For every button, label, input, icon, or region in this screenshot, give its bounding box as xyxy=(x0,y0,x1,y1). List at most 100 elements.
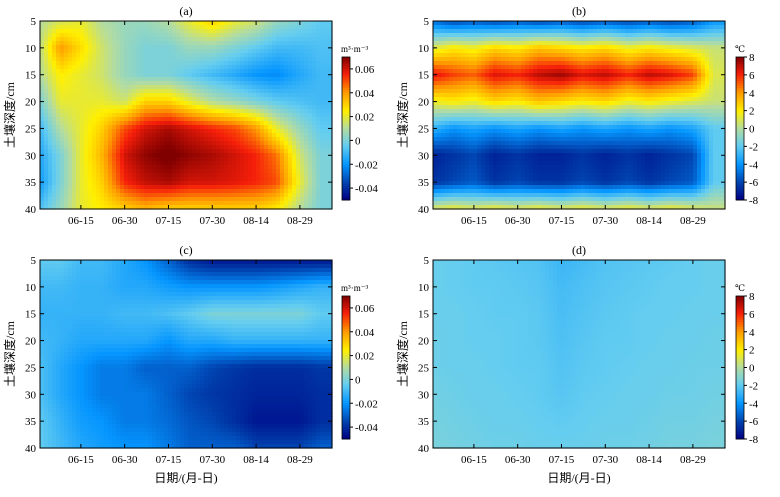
heatmap-cell xyxy=(236,25,241,30)
heatmap-cell xyxy=(180,113,185,118)
heatmap-cell xyxy=(517,33,522,38)
heatmap-cell xyxy=(192,181,197,186)
heatmap-cell xyxy=(264,181,269,186)
heatmap-cell xyxy=(453,21,458,26)
heatmap-cell xyxy=(216,153,221,158)
heatmap-cell xyxy=(84,41,89,46)
heatmap-cell xyxy=(689,69,694,74)
heatmap-cell xyxy=(509,53,514,58)
heatmap-cell xyxy=(104,201,109,206)
heatmap-cell xyxy=(52,157,57,162)
heatmap-cell xyxy=(156,81,161,86)
heatmap-cell xyxy=(228,165,233,170)
heatmap-cell xyxy=(304,81,309,86)
heatmap-cell xyxy=(156,133,161,138)
heatmap-cell xyxy=(320,185,325,190)
heatmap-cell xyxy=(132,97,137,102)
heatmap-cell xyxy=(244,181,249,186)
heatmap-cell xyxy=(569,25,574,30)
heatmap-cell xyxy=(164,49,169,54)
heatmap-cell xyxy=(212,129,217,134)
heatmap-cell xyxy=(320,181,325,186)
heatmap-cell xyxy=(633,97,638,102)
heatmap-cell xyxy=(132,201,137,206)
heatmap-cell xyxy=(537,97,542,102)
heatmap-cell xyxy=(677,25,682,30)
heatmap-cell xyxy=(256,133,261,138)
heatmap-cell xyxy=(144,181,149,186)
heatmap-cell xyxy=(541,73,546,78)
heatmap-cell xyxy=(661,81,666,86)
heatmap-cell xyxy=(517,45,522,50)
heatmap-cell xyxy=(248,117,253,122)
heatmap-cell xyxy=(641,93,646,98)
heatmap-cell xyxy=(76,201,81,206)
heatmap-cell xyxy=(276,185,281,190)
heatmap-cell xyxy=(453,61,458,66)
heatmap-cell xyxy=(108,89,113,94)
heatmap-cell xyxy=(437,21,442,26)
heatmap-cell xyxy=(304,197,309,202)
heatmap-cell xyxy=(637,97,642,102)
heatmap-cell xyxy=(100,61,105,66)
heatmap-cell xyxy=(180,189,185,194)
heatmap-cell xyxy=(104,85,109,90)
heatmap-cell xyxy=(116,49,121,54)
heatmap-cell xyxy=(513,21,518,26)
heatmap-cell xyxy=(224,137,229,142)
heatmap-cell xyxy=(232,81,237,86)
heatmap-cell xyxy=(160,189,165,194)
heatmap-cell xyxy=(637,69,642,74)
heatmap-cell xyxy=(140,49,145,54)
heatmap-cell xyxy=(284,121,289,126)
heatmap-cell xyxy=(40,73,45,78)
heatmap-cell xyxy=(525,41,530,46)
heatmap-cell xyxy=(252,177,257,182)
heatmap-cell xyxy=(597,65,602,70)
heatmap-cell xyxy=(248,153,253,158)
heatmap-cell xyxy=(605,69,610,74)
heatmap-cell xyxy=(308,97,313,102)
heatmap-cell xyxy=(240,45,245,50)
heatmap-cell xyxy=(152,29,157,34)
heatmap-cell xyxy=(232,105,237,110)
heatmap-cell xyxy=(88,45,93,50)
heatmap-cell xyxy=(324,49,329,54)
heatmap-cell xyxy=(184,113,189,118)
heatmap-cell xyxy=(601,97,606,102)
heatmap-cell xyxy=(80,89,85,94)
heatmap-cell xyxy=(220,165,225,170)
heatmap-cell xyxy=(316,81,321,86)
heatmap-cell xyxy=(248,21,253,26)
heatmap-cell xyxy=(92,29,97,34)
heatmap-cell xyxy=(176,37,181,42)
heatmap-cell xyxy=(549,85,554,90)
heatmap-cell xyxy=(224,57,229,62)
heatmap-cell xyxy=(136,173,141,178)
heatmap-cell xyxy=(272,21,277,26)
heatmap-cell xyxy=(160,61,165,66)
heatmap-cell xyxy=(100,201,105,206)
heatmap-cell xyxy=(140,45,145,50)
heatmap-cell xyxy=(192,173,197,178)
heatmap-cell xyxy=(304,137,309,142)
heatmap-cell xyxy=(220,57,225,62)
heatmap-cell xyxy=(541,49,546,54)
heatmap-cell xyxy=(501,37,506,42)
heatmap-cell xyxy=(300,49,305,54)
heatmap-cell xyxy=(100,65,105,70)
heatmap-cell xyxy=(296,41,301,46)
heatmap-cell xyxy=(625,97,630,102)
heatmap-cell xyxy=(212,133,217,138)
heatmap-cell xyxy=(128,133,133,138)
heatmap-cell xyxy=(132,61,137,66)
heatmap-cell xyxy=(244,125,249,130)
heatmap-cell xyxy=(308,173,313,178)
heatmap-cell xyxy=(284,77,289,82)
heatmap-cell xyxy=(52,77,57,82)
heatmap-cell xyxy=(180,177,185,182)
heatmap-cell xyxy=(208,173,213,178)
heatmap-cell xyxy=(196,105,201,110)
heatmap-cell xyxy=(248,89,253,94)
heatmap-cell xyxy=(689,29,694,34)
